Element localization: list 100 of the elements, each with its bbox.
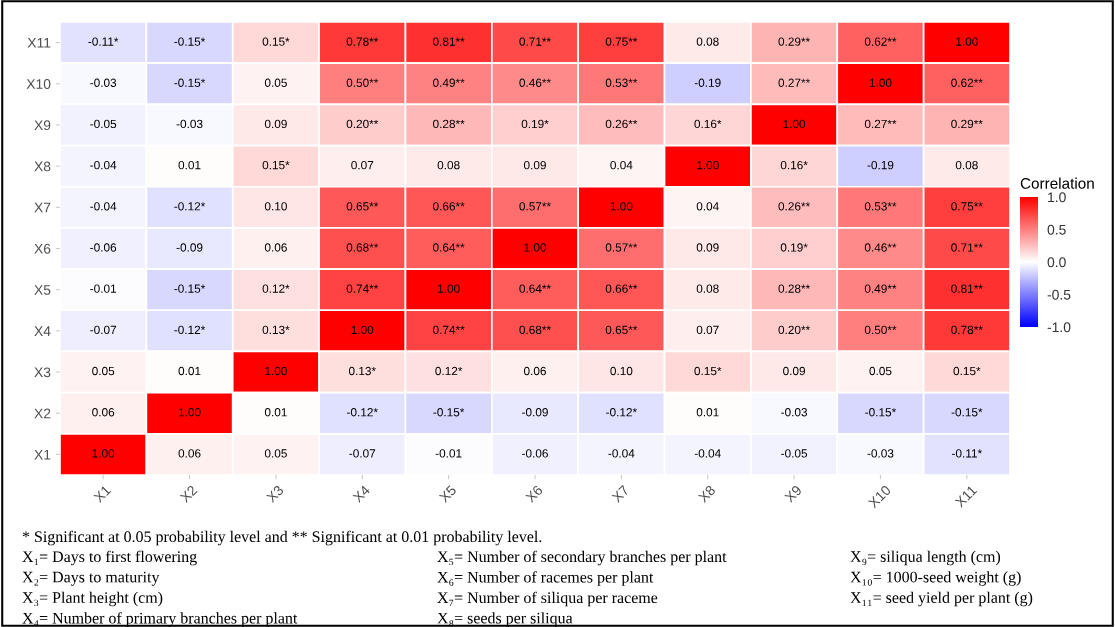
data-label: 0.78** bbox=[346, 37, 379, 46]
data-label: 0.57** bbox=[519, 202, 551, 211]
data-label: -0.05 bbox=[781, 449, 808, 458]
text: * Significant at 0.05 probability level and ** Significant at 0.01 probability level. bbox=[22, 530, 542, 546]
y-tick-label: X8 bbox=[34, 161, 51, 172]
data-label: 0.07 bbox=[351, 160, 374, 170]
x-tick-label: X8 bbox=[697, 484, 716, 504]
data-label: 0.05 bbox=[869, 366, 892, 376]
data-label: 0.53** bbox=[864, 202, 897, 211]
data-label: 0.74** bbox=[433, 325, 465, 335]
data-label: 0.08 bbox=[696, 284, 719, 293]
data-label: -0.07 bbox=[349, 449, 376, 458]
data-label: 1.00 bbox=[92, 449, 115, 458]
data-label: 0.01 bbox=[178, 366, 201, 376]
data-label: -0.15* bbox=[174, 78, 206, 87]
data-label: 0.05 bbox=[264, 78, 287, 87]
data-label: -0.06 bbox=[522, 449, 548, 458]
color-bar-label: 0.5 bbox=[1047, 224, 1066, 235]
color-bar-label: 1.0 bbox=[1048, 192, 1066, 203]
color-bar-label: 0.0 bbox=[1047, 257, 1066, 268]
data-label: 0.68** bbox=[346, 243, 379, 252]
y-tick-label: X6 bbox=[34, 243, 51, 254]
data-label: 0.09 bbox=[264, 119, 287, 129]
data-label: -0.04 bbox=[90, 202, 117, 211]
data-label: -0.01 bbox=[435, 449, 462, 458]
x-tick-label: X4 bbox=[352, 484, 371, 503]
data-label: -0.15* bbox=[865, 408, 897, 417]
data-label: 0.81** bbox=[951, 284, 983, 293]
data-label: 0.65** bbox=[605, 325, 638, 335]
data-label: 0.62** bbox=[951, 78, 983, 87]
data-label: 0.50** bbox=[864, 325, 897, 335]
data-label: 1.00 bbox=[178, 408, 201, 417]
data-label: 1.00 bbox=[956, 37, 978, 46]
data-label: 0.75** bbox=[951, 202, 983, 211]
text: X₉= siliqua length (cm) bbox=[850, 550, 1001, 566]
data-label: -0.09 bbox=[176, 243, 203, 252]
data-label: -0.07 bbox=[90, 325, 117, 335]
data-label: 0.08 bbox=[955, 160, 978, 170]
data-label: -0.04 bbox=[694, 449, 721, 458]
x-tick-label: X6 bbox=[524, 484, 544, 504]
data-label: 0.49** bbox=[864, 284, 897, 293]
data-label: 0.64** bbox=[519, 284, 551, 293]
x-tick-label: X3 bbox=[265, 484, 285, 504]
x-tick-label: X11 bbox=[954, 484, 978, 508]
x-tick-label: X7 bbox=[611, 484, 630, 503]
text: X₈= seeds per siliqua bbox=[437, 612, 573, 627]
data-label: 0.10 bbox=[264, 202, 287, 211]
color-bar-label: -1.0 bbox=[1047, 322, 1071, 333]
data-label: -0.11* bbox=[952, 449, 982, 458]
data-label: 0.04 bbox=[610, 160, 633, 170]
text: X₆= Number of racemes per plant bbox=[437, 571, 654, 586]
data-label: -0.05 bbox=[90, 119, 117, 129]
data-label: 0.20** bbox=[778, 325, 810, 335]
data-label: -0.15* bbox=[174, 37, 206, 46]
data-label: 1.00 bbox=[438, 284, 460, 293]
text: X₇= Number of siliqua per raceme bbox=[437, 591, 658, 607]
data-label: 0.50** bbox=[346, 78, 379, 87]
data-label: -0.09 bbox=[522, 408, 548, 417]
x-tick-label: X9 bbox=[783, 484, 803, 504]
color-bar-label: -0.5 bbox=[1047, 289, 1071, 300]
text: X₁₀= 1000-seed weight (g) bbox=[850, 571, 1021, 586]
data-label: 0.26** bbox=[778, 202, 810, 211]
data-label: 0.13* bbox=[262, 325, 290, 335]
data-label: -0.12* bbox=[606, 408, 637, 417]
data-label: 0.05 bbox=[92, 366, 115, 376]
data-label: 0.06 bbox=[264, 243, 287, 252]
data-label: -0.06 bbox=[90, 243, 117, 252]
data-label: 0.66** bbox=[433, 202, 465, 211]
data-label: 0.28** bbox=[778, 284, 810, 293]
data-label: 0.06 bbox=[523, 366, 546, 376]
text: X₂= Days to maturity bbox=[22, 571, 160, 586]
y-tick-label: X9 bbox=[34, 120, 51, 131]
data-label: 0.13* bbox=[348, 366, 376, 376]
data-label: 0.07 bbox=[696, 325, 719, 335]
data-label: 1.00 bbox=[869, 78, 892, 87]
data-label: 1.00 bbox=[351, 325, 374, 335]
data-label: 0.19* bbox=[521, 119, 549, 129]
y-tick-label: X5 bbox=[34, 285, 51, 295]
data-label: 0.68** bbox=[519, 325, 551, 335]
data-label: 0.65** bbox=[346, 202, 379, 211]
data-label: 0.29** bbox=[778, 37, 810, 46]
data-label: -0.15* bbox=[433, 408, 465, 417]
data-label: -0.12* bbox=[174, 202, 206, 211]
data-label: 0.01 bbox=[696, 408, 719, 417]
data-label: 0.29** bbox=[951, 119, 983, 129]
data-label: 1.00 bbox=[610, 202, 633, 211]
data-label: -0.04 bbox=[608, 449, 635, 458]
data-label: 0.12* bbox=[435, 366, 463, 376]
x-tick-label: X1 bbox=[93, 484, 112, 503]
y-tick-label: X4 bbox=[34, 326, 51, 336]
data-label: -0.12* bbox=[174, 325, 206, 335]
y-tick-label: X2 bbox=[34, 408, 51, 419]
data-label: 0.78** bbox=[951, 325, 983, 335]
data-label: 0.53** bbox=[605, 78, 638, 87]
data-label: -0.19 bbox=[867, 160, 894, 170]
data-label: 0.10 bbox=[610, 366, 633, 376]
data-label: -0.03 bbox=[90, 78, 117, 87]
data-label: 0.06 bbox=[178, 449, 201, 458]
data-label: 0.62** bbox=[864, 37, 897, 46]
data-label: 0.66** bbox=[605, 284, 638, 293]
